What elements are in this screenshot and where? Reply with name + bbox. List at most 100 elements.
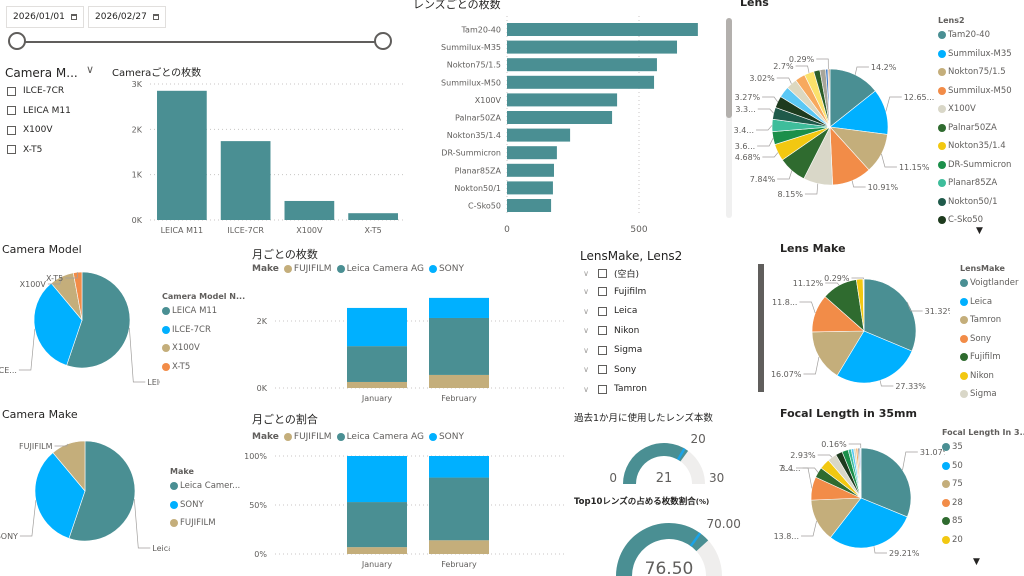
checkbox[interactable] [598, 365, 607, 374]
legend-item[interactable]: Palnar50ZA [938, 123, 997, 133]
bar-segment[interactable] [347, 307, 407, 347]
lensmake-slicer-item[interactable]: ∨ Sigma [581, 345, 642, 355]
legend-item[interactable]: 28 [942, 498, 963, 508]
lensmake-slicer-item[interactable]: ∨ (空白) [581, 267, 639, 280]
legend-item[interactable]: FUJIFILM [283, 264, 332, 274]
expand-chevron-icon[interactable]: ∨ [583, 306, 589, 316]
expand-chevron-icon[interactable]: ∨ [583, 365, 589, 374]
calendar-icon[interactable] [152, 14, 159, 20]
expand-chevron-icon[interactable]: ∨ [583, 287, 589, 296]
bar[interactable] [507, 163, 554, 177]
legend-item[interactable]: Leica Camera AG [336, 264, 424, 274]
end-date-input[interactable]: 2026/02/27 [88, 6, 166, 28]
camera-slicer-item[interactable]: ILCE-7CR [7, 86, 64, 96]
bar-segment[interactable] [347, 502, 407, 548]
legend-item[interactable]: FUJIFILM [283, 432, 332, 442]
legend-item[interactable]: Nokton50/1 [938, 197, 998, 207]
legend-item[interactable]: Sigma [960, 389, 997, 399]
camera-slicer-item[interactable]: X-T5 [7, 145, 42, 155]
bar-segment[interactable] [429, 297, 489, 318]
bar[interactable] [157, 90, 207, 220]
expand-chevron-icon[interactable]: ∨ [583, 345, 589, 355]
legend-item[interactable]: Nikon [960, 371, 994, 381]
lensmake-slicer-item[interactable]: ∨ Tamron [581, 384, 647, 394]
legend-item[interactable]: X-T5 [162, 362, 190, 372]
legend-item[interactable]: Tamron [960, 315, 1001, 325]
legend-item[interactable]: Leica Camera AG [336, 432, 424, 442]
legend-item[interactable]: SONY [170, 500, 204, 510]
bar-segment[interactable] [429, 374, 489, 388]
legend-item[interactable]: ILCE-7CR [162, 325, 211, 335]
expand-chevron-icon[interactable]: ∨ [583, 269, 589, 278]
bar[interactable] [507, 40, 678, 54]
checkbox[interactable] [7, 145, 16, 154]
pie-slice[interactable] [863, 278, 917, 352]
checkbox[interactable] [598, 306, 607, 316]
legend-item[interactable]: Tam20-40 [938, 30, 990, 40]
pie-slice[interactable] [811, 330, 865, 376]
scrollbar-thumb[interactable] [726, 18, 732, 118]
bar-segment[interactable] [347, 547, 407, 554]
checkbox[interactable] [7, 125, 16, 135]
checkbox[interactable] [598, 287, 607, 296]
lensmake-slicer-item[interactable]: ∨ Sony [581, 365, 636, 375]
legend-item[interactable]: Sony [960, 334, 991, 344]
pie-slice[interactable] [828, 68, 831, 128]
bar[interactable] [507, 58, 657, 72]
date-slider-end-handle[interactable] [374, 32, 392, 50]
checkbox[interactable] [598, 269, 607, 278]
lensmake-slicer-scrollbar[interactable] [758, 264, 764, 392]
legend-item[interactable]: FUJIFILM [170, 518, 216, 528]
legend-item[interactable]: Summilux-M35 [938, 49, 1012, 59]
legend-item[interactable]: X100V [938, 104, 976, 114]
bar-segment[interactable] [429, 477, 489, 541]
legend-item[interactable]: Leica [960, 297, 992, 307]
bar-segment[interactable] [347, 381, 407, 388]
lensmake-slicer-item[interactable]: ∨ Fujifilm [581, 287, 646, 297]
legend-item[interactable]: Nokton75/1.5 [938, 67, 1006, 77]
bar[interactable] [348, 213, 398, 220]
date-slider-start-handle[interactable] [8, 32, 26, 50]
legend-item[interactable]: SONY [428, 432, 464, 442]
legend-item[interactable]: 50 [942, 461, 963, 471]
bar-segment[interactable] [347, 346, 407, 382]
start-date-input[interactable]: 2026/01/01 [6, 6, 84, 28]
legend-item[interactable]: DR-Summicron [938, 160, 1011, 170]
bar[interactable] [507, 199, 552, 212]
legend-item[interactable]: Leica Camer... [170, 481, 240, 491]
pie-slice[interactable] [829, 68, 876, 128]
legend-scroll-down-icon[interactable]: ▼ [973, 557, 980, 567]
checkbox[interactable] [598, 384, 607, 394]
lensmake-slicer-item[interactable]: ∨ Leica [581, 306, 637, 316]
bar[interactable] [507, 75, 655, 89]
bar-segment[interactable] [429, 317, 489, 375]
legend-scroll-down-icon[interactable]: ▼ [976, 226, 983, 236]
legend-item[interactable]: LEICA M11 [162, 306, 217, 316]
pie-slice[interactable] [66, 271, 131, 369]
bar-segment[interactable] [429, 456, 489, 478]
pie-slice[interactable] [72, 271, 83, 321]
bar[interactable] [220, 141, 271, 220]
lens-bar-scrollbar[interactable] [726, 18, 732, 218]
camera-slicer-item[interactable]: LEICA M11 [7, 106, 71, 116]
bar[interactable] [507, 111, 613, 124]
chevron-down-icon[interactable]: ∨ [86, 63, 95, 76]
lensmake-slicer-item[interactable]: ∨ Nikon [581, 326, 639, 336]
pie-slice[interactable] [68, 440, 136, 542]
checkbox[interactable] [7, 106, 16, 115]
checkbox[interactable] [7, 86, 16, 96]
bar[interactable] [507, 128, 571, 142]
camera-slicer-item[interactable]: X100V [7, 125, 53, 135]
checkbox[interactable] [598, 345, 607, 355]
legend-item[interactable]: Planar85ZA [938, 178, 997, 188]
expand-chevron-icon[interactable]: ∨ [583, 326, 589, 335]
bar[interactable] [507, 23, 698, 36]
legend-item[interactable]: Nokton35/1.4 [938, 141, 1006, 151]
legend-item[interactable]: Voigtlander [960, 278, 1019, 288]
calendar-icon[interactable] [70, 14, 77, 20]
bar[interactable] [284, 200, 335, 220]
bar-segment[interactable] [347, 456, 407, 503]
legend-item[interactable]: 35 [942, 442, 963, 452]
bar[interactable] [507, 146, 557, 160]
pie-slice[interactable] [836, 330, 913, 384]
